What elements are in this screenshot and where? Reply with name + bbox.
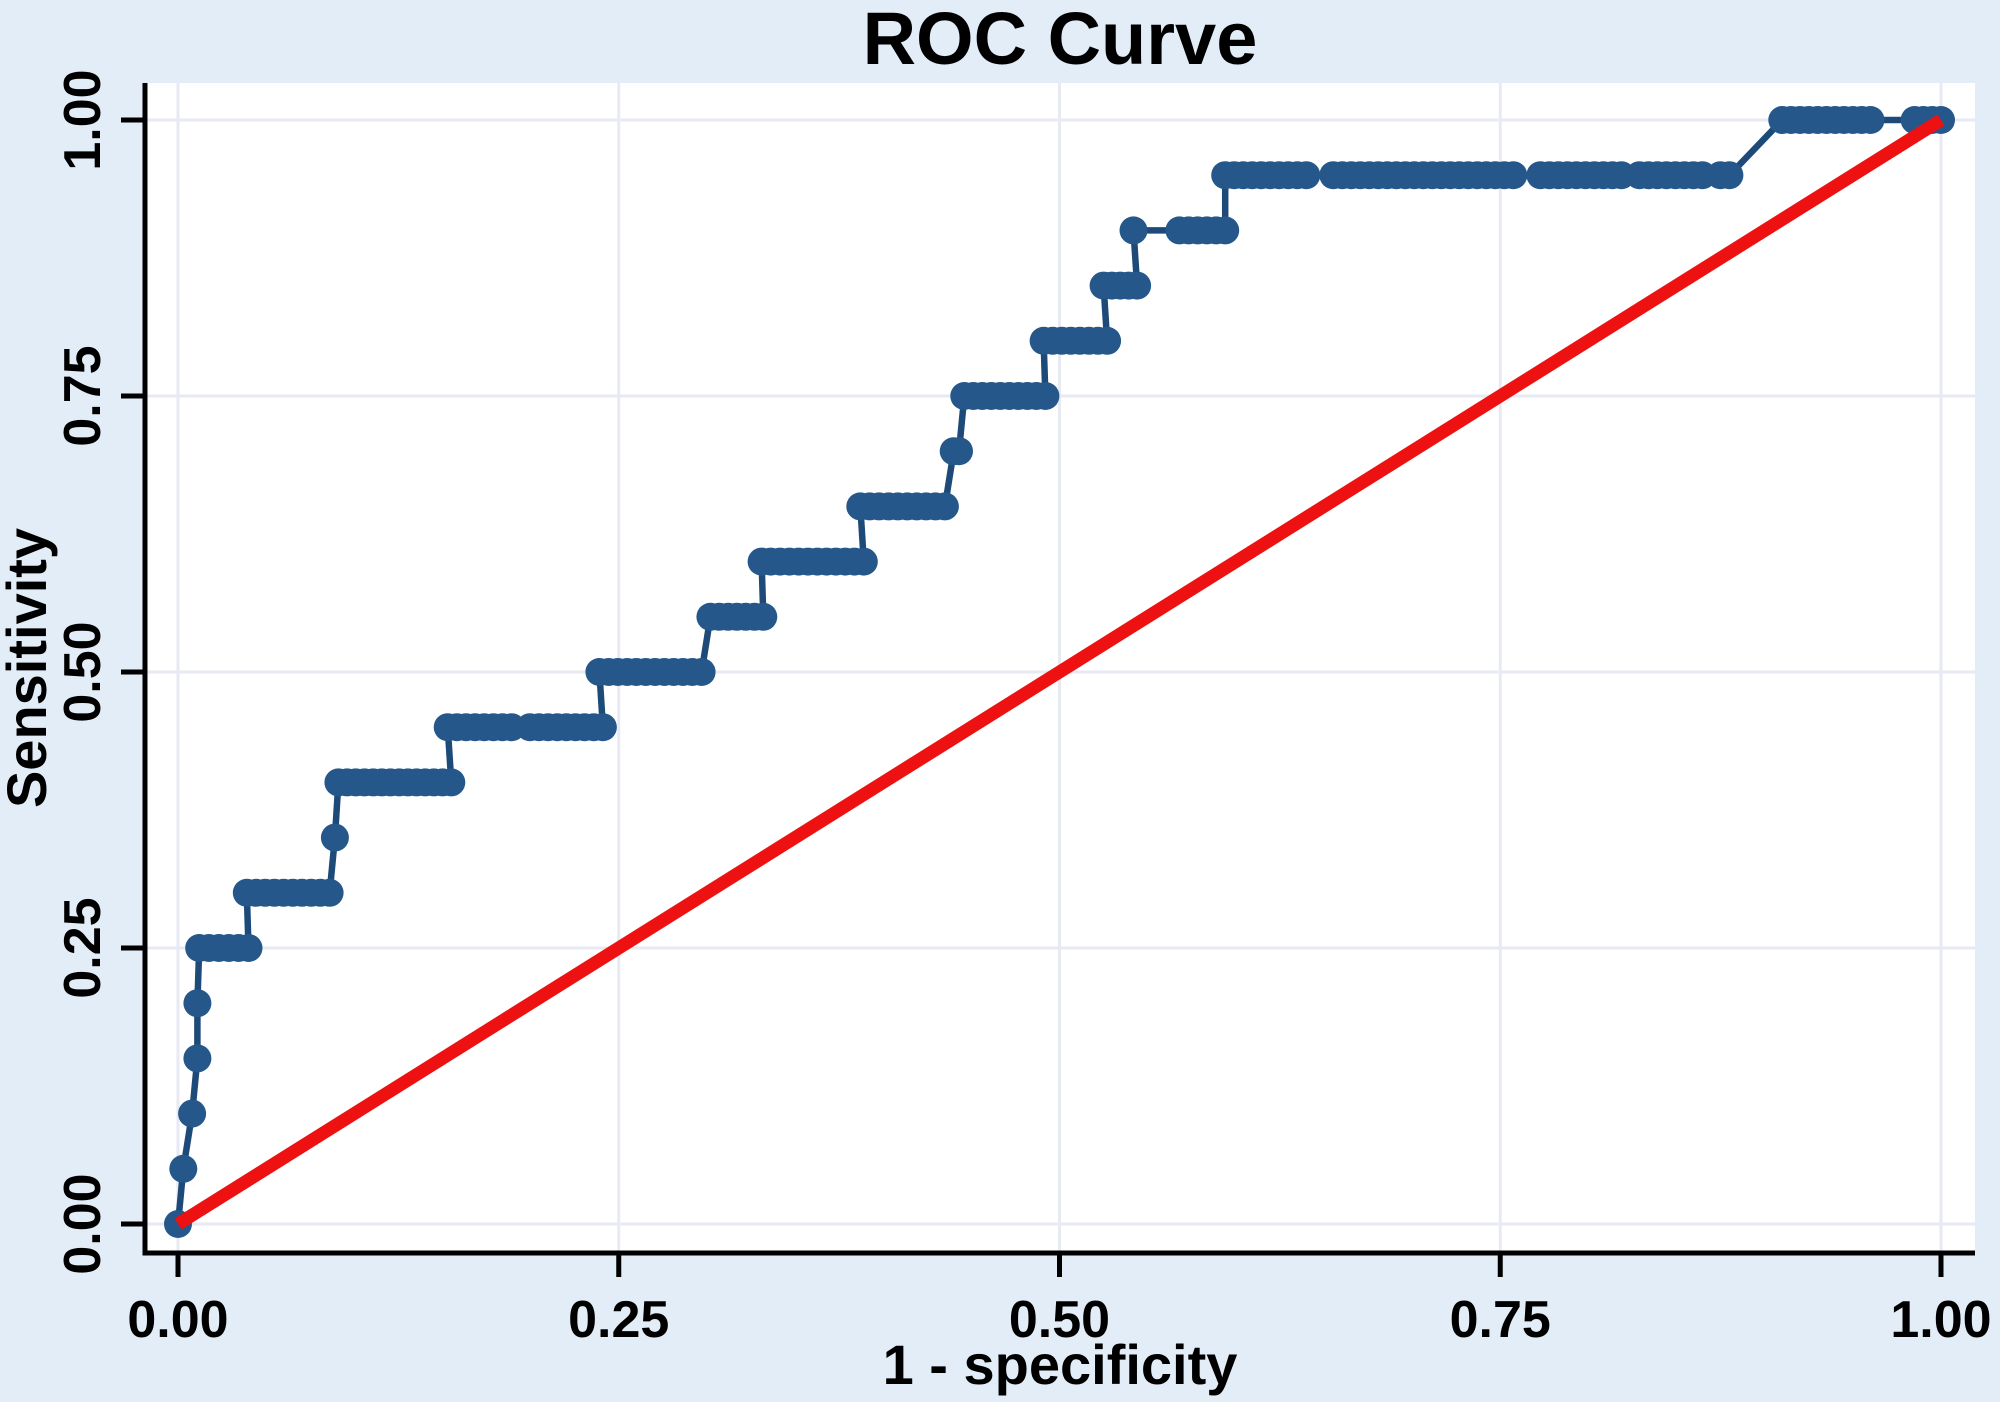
axis-ticks	[121, 117, 1944, 1277]
chart-title: ROC Curve	[863, 0, 1258, 80]
y-tick-label: 1.00	[54, 69, 112, 170]
y-tick-label: 0.00	[54, 1173, 112, 1274]
y-tick-label: 0.50	[54, 621, 112, 722]
tick-labels: 0.00 0.25 0.50 0.75 1.00 0.00 0.25 0.50 0.75 1.00	[54, 69, 1992, 1349]
x-tick-label: 0.50	[1009, 1291, 1110, 1349]
reference-diagonal-line	[174, 114, 1945, 1230]
y-tick-label: 0.25	[54, 897, 112, 998]
roc-curve-series	[164, 106, 1955, 1238]
x-tick-label: 0.00	[127, 1291, 228, 1349]
x-axis-label: 1 - specificity	[883, 1333, 1238, 1396]
roc-curve-markers	[164, 106, 1955, 1238]
x-tick-label: 0.25	[568, 1291, 669, 1349]
y-axis-label: Sensitivity	[0, 528, 58, 808]
x-tick-label: 1.00	[1890, 1291, 1991, 1349]
x-tick-label: 0.75	[1450, 1291, 1551, 1349]
y-tick-label: 0.75	[54, 345, 112, 446]
